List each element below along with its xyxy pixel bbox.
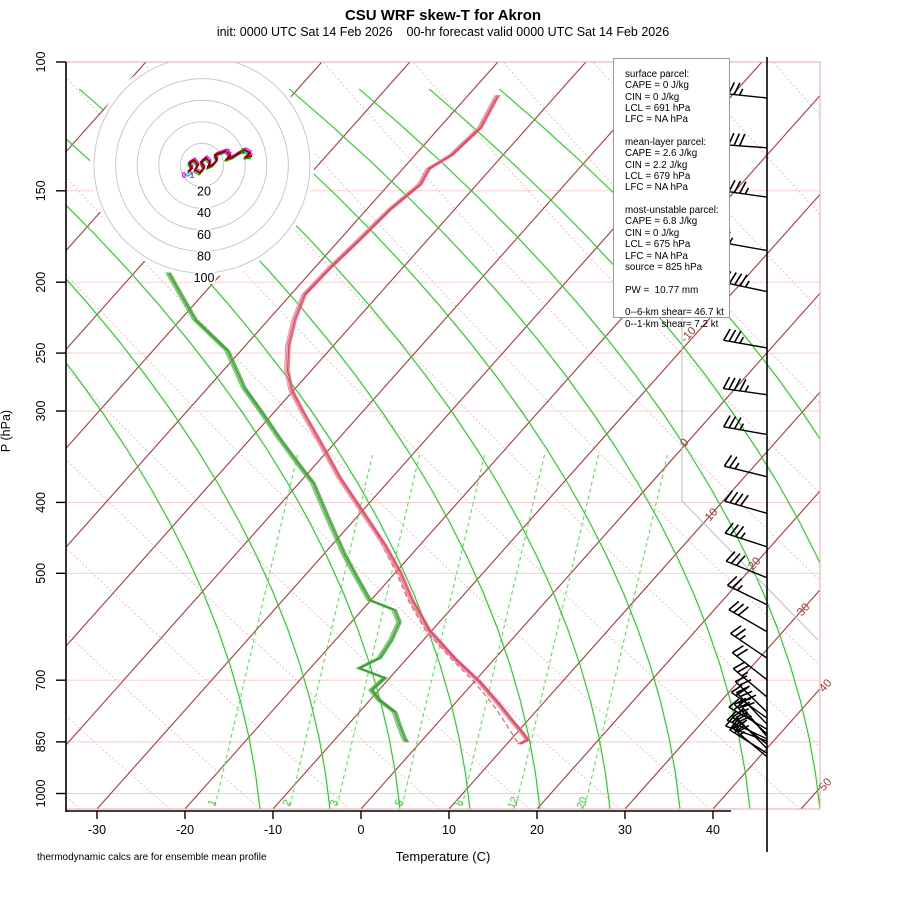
svg-text:250: 250 [34,343,48,364]
svg-text:200: 200 [34,272,48,293]
chart-subtitle: init: 0000 UTC Sat 14 Feb 2026 00-hr for… [216,25,670,39]
svg-text:500: 500 [34,563,48,584]
svg-text:1000: 1000 [34,780,48,808]
svg-text:2: 2 [281,798,294,808]
svg-text:20: 20 [530,823,544,837]
svg-text:700: 700 [34,670,48,691]
svg-text:20: 20 [574,795,590,810]
footnote: thermodynamic calcs are for ensemble mea… [37,852,267,863]
svg-text:0: 0 [358,823,365,837]
svg-text:0: 0 [182,170,187,180]
svg-text:8: 8 [453,798,466,808]
svg-text:40: 40 [197,206,211,220]
y-axis-label: P (hPa) [0,409,13,453]
svg-text:30: 30 [618,823,632,837]
svg-text:60: 60 [197,228,211,242]
svg-text:80: 80 [197,249,211,263]
svg-text:-10: -10 [264,823,282,837]
parcel-info-box: surface parcel: CAPE = 0 J/kg CIN = 0 J/… [613,58,730,330]
svg-text:10: 10 [442,823,456,837]
svg-text:30: 30 [795,601,812,619]
svg-text:400: 400 [34,492,48,513]
svg-text:100: 100 [194,271,215,285]
svg-text:0: 0 [678,437,691,450]
svg-text:40: 40 [706,823,720,837]
svg-text:20: 20 [197,185,211,199]
svg-text:-30: -30 [88,823,106,837]
svg-text:3: 3 [328,798,341,808]
svg-text:300: 300 [34,401,48,422]
svg-text:150: 150 [34,180,48,201]
svg-text:1: 1 [206,798,219,808]
svg-text:-20: -20 [176,823,194,837]
svg-text:5: 5 [226,147,231,157]
x-axis-label: Temperature (C) [395,849,491,864]
svg-text:6: 6 [241,146,246,156]
svg-text:850: 850 [34,731,48,752]
svg-text:12: 12 [505,795,521,810]
svg-text:1: 1 [190,170,195,180]
svg-text:100: 100 [34,52,48,73]
chart-title: CSU WRF skew-T for Akron [344,7,542,24]
svg-text:5: 5 [393,798,406,808]
